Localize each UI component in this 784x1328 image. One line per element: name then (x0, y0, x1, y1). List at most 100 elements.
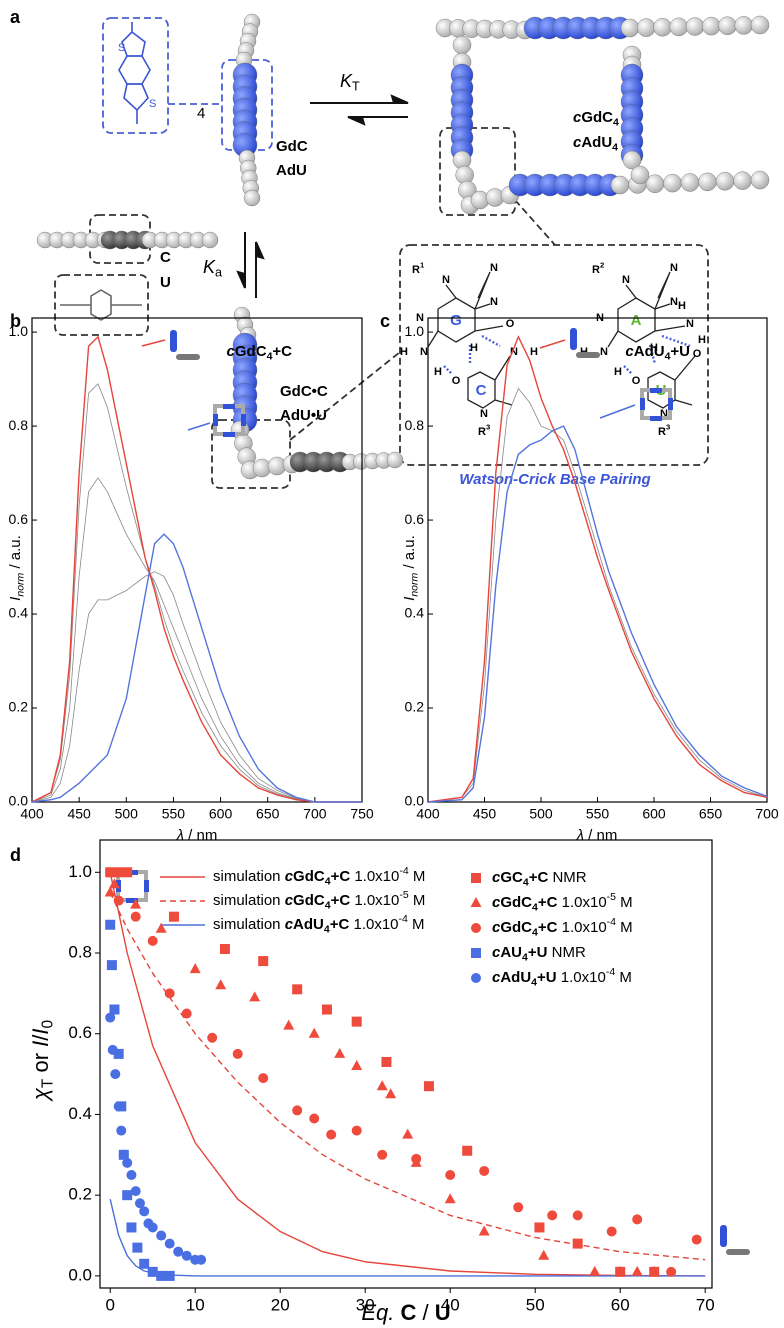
series-line (109, 892, 706, 1261)
text-part: GdC (500, 919, 532, 936)
marker (471, 948, 481, 958)
text-part: c (492, 944, 501, 961)
marker (258, 956, 269, 967)
marker (462, 1145, 473, 1156)
series-line (109, 872, 706, 1277)
atom: N (670, 296, 678, 308)
marker (513, 1202, 524, 1213)
text-part: c (625, 343, 634, 360)
inset-icon (213, 414, 218, 426)
text-part: 0 (40, 1020, 57, 1029)
atom-sphere (702, 16, 721, 36)
label: AdU (276, 162, 307, 179)
x-tick-label: 500 (115, 806, 139, 822)
panel-label: b (10, 311, 21, 331)
marker (411, 1153, 422, 1164)
marker (156, 1230, 167, 1241)
marker (351, 1125, 362, 1136)
legend-label: cGdC4+C 1.0x10-5 M (492, 891, 633, 914)
panel-a: a S S 4 GdC AdU KT Ka cGdC4 cAdU4 C U Gd… (10, 7, 709, 489)
x-tick-label: 50 (526, 1295, 545, 1314)
series-line (31, 335, 362, 803)
text-part: I (28, 1028, 53, 1034)
text-part: / a.u. (401, 535, 418, 573)
text-part: +C (331, 868, 351, 885)
marker (351, 1016, 362, 1027)
text-part: GdC (293, 868, 325, 885)
atom-sphere (653, 18, 672, 37)
atom-sphere (750, 170, 770, 190)
marker (110, 1069, 121, 1080)
inset-icon (570, 328, 577, 350)
box (211, 419, 291, 489)
text-part: I (28, 1041, 53, 1047)
marker (107, 1044, 118, 1055)
marker (122, 1190, 133, 1201)
marker (479, 1165, 490, 1176)
x-tick-label: 0 (105, 1295, 114, 1314)
marker (164, 1270, 175, 1281)
inset-icon (126, 898, 138, 903)
text-part: 2 (600, 261, 604, 270)
box (102, 17, 169, 134)
x-tick-label: 450 (67, 806, 91, 822)
atom: O (452, 375, 461, 387)
legend-label: simulation cAdU4+C 1.0x10-4 M (213, 913, 425, 936)
count: 4 (197, 105, 205, 122)
y-axis-label: Inorm / a.u. (401, 535, 420, 601)
text-part: 4 (612, 141, 618, 153)
marker (292, 984, 303, 995)
atom: H (614, 366, 622, 378)
marker (385, 1088, 397, 1099)
text-part: 4 (522, 951, 528, 963)
text-part: R (658, 426, 666, 438)
text-part: +U (670, 343, 690, 360)
x-tick-label: 30 (356, 1295, 375, 1314)
x-tick-label: 500 (529, 806, 553, 822)
marker (471, 923, 481, 933)
text-part: R (478, 426, 486, 438)
text-part: λ (576, 827, 584, 844)
text-part: λ (176, 827, 184, 844)
base: A (631, 312, 642, 329)
atom-sphere (243, 189, 261, 207)
inset-icon (720, 1225, 727, 1247)
marker (130, 911, 141, 922)
text-part: -5 (399, 889, 408, 901)
marker (108, 878, 120, 889)
atom: N (420, 346, 428, 358)
marker (666, 1266, 677, 1277)
text-part: +C (538, 894, 558, 911)
text-part: 4 (523, 876, 529, 888)
text-part: 4 (324, 923, 330, 935)
text-part: M (408, 916, 425, 933)
atom: N (670, 262, 678, 274)
marker (207, 1032, 218, 1043)
marker (589, 1265, 601, 1276)
annotation: cAdU4+U (625, 343, 690, 362)
atom-sphere (734, 16, 753, 35)
marker (155, 922, 167, 933)
label: C (160, 249, 171, 266)
marker (606, 1226, 617, 1237)
series-line (427, 387, 768, 803)
atom: H (650, 342, 658, 354)
atom-sphere (718, 16, 737, 35)
atom-sphere (637, 18, 656, 37)
text-part: 4 (267, 350, 273, 362)
atom: N (490, 296, 498, 308)
marker (334, 1047, 346, 1058)
text-part: / nm (184, 827, 217, 844)
marker (351, 1060, 363, 1071)
atom: R3 (658, 423, 670, 438)
text-part: c (285, 868, 294, 885)
marker (104, 886, 116, 897)
text-part: 1.0x10 (349, 916, 398, 933)
charts: 400 450 500 550 600 650 700 7500.00.20.40.60.81… (7, 311, 779, 1325)
inset-icon (170, 330, 177, 352)
base: G (450, 312, 462, 329)
y-tick-label: 0.4 (405, 605, 425, 621)
marker (614, 1265, 626, 1276)
inset-icon (223, 432, 235, 437)
text-part: 4 (325, 875, 331, 887)
